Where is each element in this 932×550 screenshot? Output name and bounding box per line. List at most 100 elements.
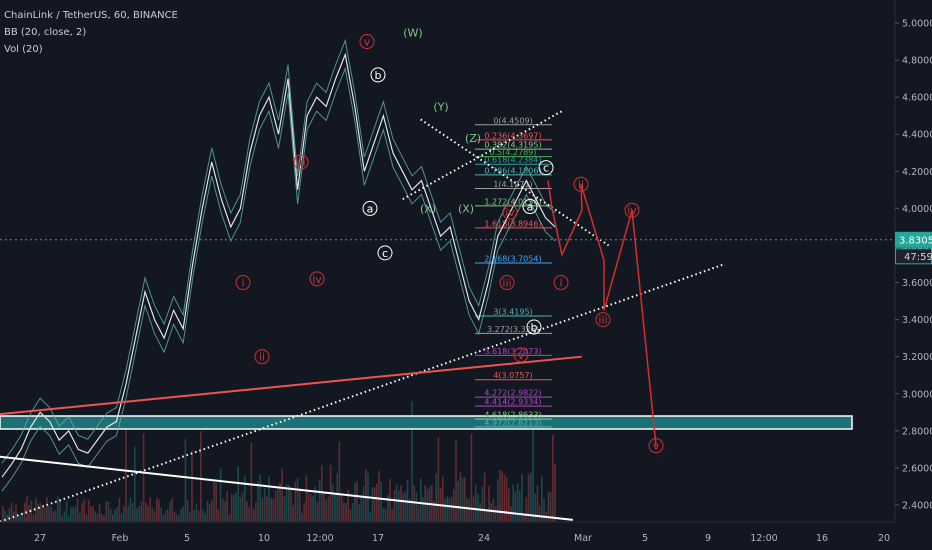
wave-label: (Y)	[433, 100, 448, 113]
volume-bar	[72, 506, 74, 522]
volume-bar	[279, 482, 281, 522]
volume-bar	[503, 474, 506, 522]
volume-bar	[378, 470, 380, 522]
fib-level-label: 0.618(4.2384)	[484, 156, 541, 165]
volume-bar	[167, 509, 169, 522]
volume-bar	[107, 501, 110, 522]
volume-bar	[112, 514, 114, 522]
volume-bar	[215, 483, 217, 522]
wave-label-circle	[235, 275, 251, 291]
wave-label-text: iii	[296, 156, 305, 169]
wave-label: v	[648, 438, 664, 454]
volume-bar	[74, 506, 77, 522]
volume-bar	[226, 491, 228, 522]
wave-label-text: c	[382, 247, 388, 260]
volume-bar	[512, 484, 514, 522]
volume-bar	[433, 501, 435, 522]
wave-label-circle	[573, 176, 589, 192]
trendline-white-trend	[0, 455, 573, 521]
wave-label-circle	[499, 275, 515, 291]
bollinger-indicator-label[interactable]: BB (20, close, 2)	[4, 27, 87, 38]
volume-bar	[211, 499, 213, 522]
volume-bar	[334, 494, 336, 522]
volume-bar	[536, 486, 539, 522]
wave-label-text: i	[559, 277, 562, 290]
volume-bar	[118, 497, 121, 522]
wave-label-circle	[502, 204, 518, 220]
volume-bar	[96, 513, 99, 522]
volume-bar	[241, 492, 244, 522]
wave-label-text: (X)	[420, 202, 436, 215]
volume-indicator-label[interactable]: Vol (20)	[4, 44, 43, 55]
volume-bar	[490, 503, 492, 522]
volume-bar	[98, 503, 101, 522]
volume-bar	[92, 506, 94, 522]
price-series	[1, 52, 556, 478]
volume-bar	[347, 489, 349, 522]
fib-level-label: 0.5(4.2789)	[490, 148, 537, 157]
volume-bar	[136, 508, 138, 522]
wave-label: i	[235, 275, 251, 291]
volume-bar	[257, 481, 259, 522]
volume-bar	[479, 503, 481, 522]
volume-bar	[142, 433, 145, 522]
wave-labels: (W)(X)(Y)(X)(Z)iiiiiiivviiiivviiiiiiivva…	[235, 26, 664, 454]
volume-bar	[140, 501, 143, 522]
volume-bar	[103, 515, 105, 522]
volume-bar	[70, 507, 72, 522]
wave-label-text: ii	[578, 178, 584, 191]
fib-level-label: 4.272(2.9822)	[484, 389, 541, 398]
bollinger-lower	[1, 66, 556, 492]
volume-bar	[336, 473, 338, 522]
volume-bar	[4, 511, 6, 522]
volume-bar	[514, 491, 517, 522]
wave-label-circle	[595, 312, 611, 328]
volume-bar	[415, 492, 418, 522]
volume-bar	[365, 469, 367, 522]
volume-bar	[200, 431, 202, 522]
volume-bar	[178, 515, 180, 522]
volume-bar	[461, 478, 464, 522]
trendline-descending-dotted	[420, 118, 610, 247]
volume-bar	[153, 511, 156, 522]
wave-label: iii	[499, 275, 515, 291]
wave-label-text: (W)	[403, 26, 422, 39]
volume-bar	[127, 506, 129, 522]
volume-bar	[376, 483, 378, 522]
volume-bar	[459, 472, 462, 522]
time-tick-label: 16	[816, 533, 828, 544]
volume-bar	[543, 498, 545, 522]
wave-label: iv	[309, 271, 325, 287]
volume-bar	[527, 474, 530, 522]
volume-bar	[411, 401, 413, 522]
time-axis-panel	[0, 522, 932, 550]
volume-bar	[323, 492, 325, 522]
volume-bar	[516, 483, 519, 522]
wave-label-text: c	[543, 162, 549, 175]
wave-label-circle	[624, 202, 640, 218]
volume-bar	[213, 481, 215, 522]
wave-label-circle	[377, 245, 393, 261]
time-tick-label: 10	[258, 533, 270, 544]
price-tick-label: 3.2000	[902, 352, 932, 363]
volume-bar	[272, 498, 275, 522]
wave-label-text: iii	[598, 314, 607, 327]
volume-bar	[54, 510, 57, 522]
volume-bar	[129, 497, 132, 522]
volume-bar	[217, 509, 220, 522]
fib-level-label: 3.618(3.2073)	[484, 347, 541, 356]
volume-bar	[230, 494, 233, 522]
price-tick-label: 2.8000	[902, 426, 932, 437]
fib-level-label: 2.168(3.7054)	[484, 254, 541, 263]
volume-bar	[263, 488, 266, 522]
volume-bar	[541, 475, 543, 522]
volume-bar	[305, 475, 308, 522]
symbol-title[interactable]: ChainLink / TetherUS, 60, BINANCE	[4, 10, 178, 21]
volume-bar	[246, 501, 248, 522]
fib-level-label: 1(4.1071)	[493, 180, 532, 189]
volume-bar	[283, 496, 286, 522]
volume-bar	[156, 497, 158, 522]
time-tick-label: 12:00	[750, 533, 777, 544]
price-tick-label: 3.6000	[902, 278, 932, 289]
